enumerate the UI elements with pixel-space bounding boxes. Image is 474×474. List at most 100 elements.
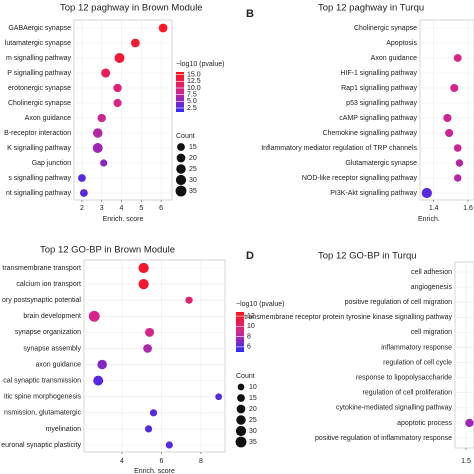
size-legend-title: Count bbox=[236, 373, 255, 380]
x-tick-label: 2 bbox=[80, 205, 84, 212]
y-tick-label: Gap junction bbox=[32, 160, 71, 167]
x-axis-label: Enrich. score bbox=[134, 468, 175, 474]
size-legend-dot bbox=[176, 153, 186, 163]
colorbar-tick-label: 6 bbox=[247, 344, 251, 351]
y-tick-label: Cholinergic synapse bbox=[8, 100, 71, 107]
y-tick-label: Inflammatory mediator regulation of TRP … bbox=[261, 145, 417, 152]
x-tick-label: 6 bbox=[159, 458, 163, 465]
y-tick-label: Axon guidance bbox=[25, 115, 71, 122]
dot bbox=[149, 409, 158, 417]
dot bbox=[185, 296, 193, 304]
y-tick-label: lutamatergic synapse bbox=[5, 40, 71, 47]
chart-title: Top 12 GO-BP in Turqu bbox=[318, 251, 417, 262]
colorbar-tick-label: 8 bbox=[247, 333, 251, 340]
colorbar-tick-label: 2.5 bbox=[187, 105, 197, 112]
plot-area bbox=[454, 261, 474, 449]
panel-label: B bbox=[246, 8, 254, 20]
y-tick-label: inflammatory response bbox=[381, 344, 452, 351]
plot-area bbox=[73, 19, 173, 201]
y-tick-label: calcium ion transport bbox=[16, 281, 81, 288]
x-tick-label: 1.4 bbox=[429, 205, 439, 212]
dot bbox=[93, 375, 104, 386]
colorbar-tick-label: 7.5 bbox=[187, 92, 197, 99]
y-tick-label: response to lipopolysaccharide bbox=[356, 374, 452, 381]
y-tick-label: nsmission, glutamatergic bbox=[4, 410, 82, 417]
size-legend-dot bbox=[237, 394, 245, 402]
dot bbox=[79, 189, 88, 197]
dot bbox=[158, 23, 168, 33]
y-tick-label: Rap1 signalling pathway bbox=[341, 85, 417, 92]
y-tick-label: cytokine-mediated signalling pathway bbox=[336, 405, 452, 412]
x-tick-label: 4 bbox=[120, 205, 124, 212]
dot bbox=[144, 425, 153, 433]
x-tick-label: 3 bbox=[100, 205, 104, 212]
y-tick-label: B-receptor interaction bbox=[4, 130, 71, 137]
y-tick-label: K signalling pathway bbox=[7, 145, 71, 152]
y-tick-label: ory postsynaptic potential bbox=[2, 297, 81, 304]
y-tick-label: positive regulation of cell migration bbox=[345, 299, 452, 306]
colorbar-tick-label: 5.0 bbox=[187, 98, 197, 105]
y-tick-label: cell adhesion bbox=[411, 269, 452, 276]
y-tick-label: GABAergic synapse bbox=[8, 25, 71, 32]
dot bbox=[145, 327, 155, 337]
chart-title: Top 12 paghway in Brown Module bbox=[60, 3, 203, 14]
dot bbox=[97, 359, 107, 370]
dot bbox=[114, 53, 125, 63]
size-legend-dot bbox=[235, 436, 247, 448]
y-tick-label: m signalling pathway bbox=[6, 55, 71, 62]
y-tick-label: apoptotic process bbox=[397, 420, 452, 427]
y-tick-label: brain development bbox=[23, 313, 81, 320]
size-legend-label: 20 bbox=[249, 406, 257, 413]
dot bbox=[113, 98, 122, 108]
y-tick-label: P signalling pathway bbox=[7, 70, 71, 77]
y-tick-label: regulation of cell cycle bbox=[383, 359, 452, 366]
y-tick-label: synapse assembly bbox=[23, 345, 81, 352]
y-tick-label: itic spine morphogenesis bbox=[4, 394, 82, 401]
y-tick-label: Chemokine signalling pathway bbox=[322, 130, 417, 137]
colorbar-title: −log10 (pvalue) bbox=[176, 61, 224, 68]
size-legend-dot bbox=[177, 143, 185, 151]
size-legend-label: 20 bbox=[189, 155, 197, 162]
colorbar-tick-label: 12.5 bbox=[187, 78, 201, 85]
dot bbox=[453, 144, 462, 152]
dot bbox=[78, 174, 86, 182]
chart-title: Top 12 GO-BP in Brown Module bbox=[40, 245, 175, 256]
colorbar bbox=[236, 312, 244, 352]
dot bbox=[465, 418, 474, 428]
dot bbox=[443, 113, 452, 123]
y-tick-label: axon guidance bbox=[35, 361, 81, 368]
dot bbox=[215, 393, 223, 401]
x-tick-label: 6 bbox=[159, 205, 163, 212]
dot bbox=[143, 344, 152, 353]
panel-label: D bbox=[246, 250, 254, 262]
dot bbox=[88, 310, 100, 322]
colorbar-tick-label: 10 bbox=[247, 323, 255, 330]
size-legend-label: 15 bbox=[249, 395, 257, 402]
colorbar bbox=[176, 72, 184, 112]
y-tick-label: HIF-1 signalling pathway bbox=[340, 70, 417, 77]
dot bbox=[445, 129, 454, 137]
x-axis-label: Enrich. score bbox=[103, 216, 144, 223]
x-tick-label: 4 bbox=[120, 458, 124, 465]
dot bbox=[138, 278, 149, 290]
y-tick-label: positive regulation of inflammatory resp… bbox=[315, 435, 452, 442]
y-tick-label: cAMP signalling pathway bbox=[339, 115, 417, 122]
plot-area bbox=[419, 19, 474, 201]
y-tick-label: myelination bbox=[46, 426, 82, 433]
x-tick-label: 1.6 bbox=[463, 205, 473, 212]
size-legend-dot bbox=[176, 164, 186, 174]
y-tick-label: s signalling pathway bbox=[8, 175, 71, 182]
colorbar-tick-label: 10.0 bbox=[187, 85, 201, 92]
dot bbox=[453, 54, 462, 62]
dot bbox=[101, 68, 111, 78]
y-tick-label: PI3K-Akt signalling pathway bbox=[330, 190, 417, 197]
dot bbox=[165, 441, 173, 449]
size-legend-label: 25 bbox=[249, 417, 257, 424]
size-legend-label: 10 bbox=[249, 384, 257, 391]
size-legend-dot bbox=[175, 174, 187, 186]
y-tick-label: Axon guidance bbox=[371, 55, 417, 62]
dot bbox=[131, 38, 140, 48]
size-legend-title: Count bbox=[176, 133, 195, 140]
y-tick-label: angiogenesis bbox=[411, 284, 453, 291]
